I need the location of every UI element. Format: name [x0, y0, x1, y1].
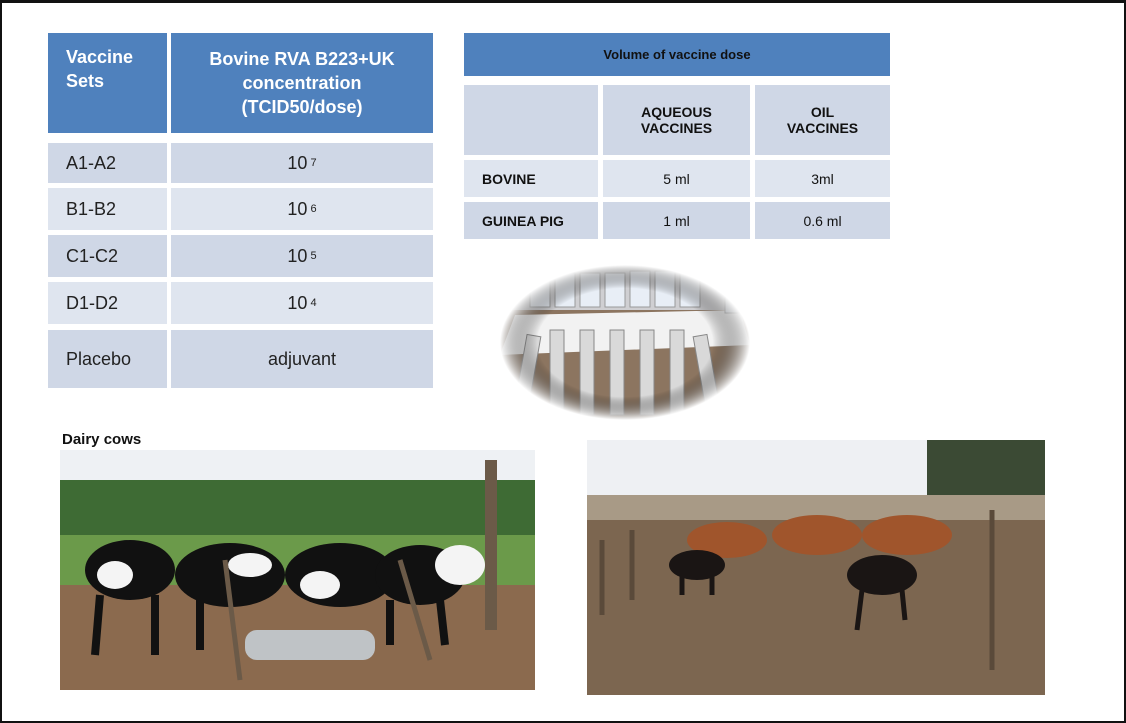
- cell-text: 3ml: [811, 170, 834, 187]
- table-title: Volume of vaccine dose: [464, 33, 890, 76]
- exponent: 7: [310, 157, 317, 169]
- cell-text: BOVINE: [482, 170, 536, 187]
- header-cell: [464, 85, 598, 155]
- cell-text: Volume of vaccine dose: [603, 47, 751, 62]
- row-label: Placebo: [48, 330, 167, 388]
- cell-text: adjuvant: [267, 348, 337, 369]
- base: 10: [287, 292, 308, 313]
- exponent: 6: [310, 203, 317, 215]
- value-cell: 10 4: [171, 282, 433, 324]
- exponent: 4: [310, 297, 317, 309]
- cell-text: Bovine RVA B223+UK concentration (TCID50…: [209, 49, 395, 117]
- row-label: GUINEA PIG: [464, 202, 598, 239]
- vials-photo: [500, 265, 750, 420]
- cell-text: 1 ml: [663, 212, 690, 229]
- cell-text: B1-B2: [66, 198, 117, 219]
- header-cell: OIL VACCINES: [755, 85, 890, 155]
- cell-text: A1-A2: [66, 152, 117, 173]
- cell-text: D1-D2: [66, 292, 119, 313]
- row-label: D1-D2: [48, 282, 167, 324]
- value-cell: 0.6 ml: [755, 202, 890, 239]
- value-cell: adjuvant: [171, 330, 433, 388]
- value-cell: 5 ml: [603, 160, 750, 197]
- exponent: 5: [310, 250, 317, 262]
- header-cell: Bovine RVA B223+UK concentration (TCID50…: [171, 33, 433, 133]
- cell-text: OIL VACCINES: [786, 104, 859, 136]
- value-cell: 3ml: [755, 160, 890, 197]
- base: 10: [287, 152, 308, 173]
- beef-photo: [587, 440, 1045, 695]
- dairy-photo: [60, 450, 535, 690]
- cell-text: Vaccine Sets: [66, 47, 134, 91]
- value-cell: 10 5: [171, 235, 433, 277]
- cell-text: 5 ml: [663, 170, 690, 187]
- row-label: B1-B2: [48, 188, 167, 230]
- cell-text: GUINEA PIG: [482, 212, 564, 229]
- caption: Dairy cows: [62, 431, 142, 448]
- row-label: C1-C2: [48, 235, 167, 277]
- row-label: BOVINE: [464, 160, 598, 197]
- value-cell: 10 6: [171, 188, 433, 230]
- header-cell: AQUEOUS VACCINES: [603, 85, 750, 155]
- cell-text: Placebo: [66, 348, 132, 369]
- value-cell: 1 ml: [603, 202, 750, 239]
- row-label: A1-A2: [48, 143, 167, 183]
- cell-text: C1-C2: [66, 245, 119, 266]
- base: 10: [287, 198, 308, 219]
- cell-text: 0.6 ml: [803, 212, 842, 229]
- cell-text: AQUEOUS VACCINES: [640, 104, 713, 136]
- header-cell: Vaccine Sets: [48, 33, 167, 133]
- base: 10: [287, 245, 308, 266]
- value-cell: 10 7: [171, 143, 433, 183]
